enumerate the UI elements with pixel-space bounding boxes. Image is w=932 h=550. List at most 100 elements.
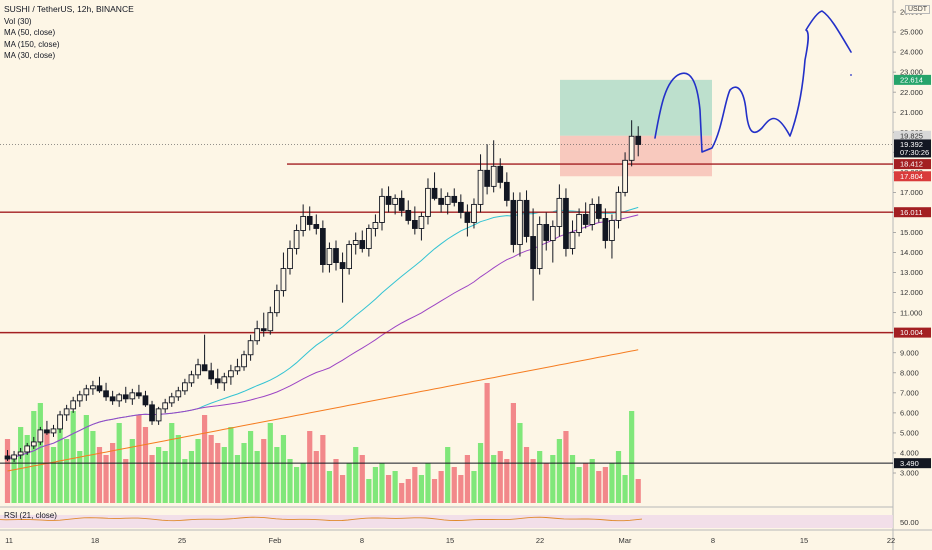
candle[interactable] (241, 350, 247, 371)
level-price-tag[interactable]: 16.011 (894, 207, 931, 218)
candle[interactable] (221, 372, 228, 391)
level-price-tag[interactable]: 3.490 (894, 458, 931, 469)
candle[interactable] (234, 358, 241, 375)
candle[interactable] (4, 449, 11, 461)
candle[interactable] (431, 172, 438, 201)
indicator-ma150-label[interactable]: MA (150, close) (4, 39, 60, 49)
candle[interactable] (372, 214, 379, 237)
candle[interactable] (333, 240, 339, 271)
candle[interactable] (247, 334, 254, 361)
candle[interactable] (582, 202, 589, 229)
candle[interactable] (162, 398, 169, 413)
candle[interactable] (346, 240, 352, 275)
candle[interactable] (411, 206, 418, 235)
candle[interactable] (477, 154, 484, 213)
candle[interactable] (326, 242, 333, 273)
candle[interactable] (622, 152, 628, 197)
candle[interactable] (274, 284, 280, 317)
candle[interactable] (569, 220, 576, 255)
candle[interactable] (366, 224, 372, 257)
candle[interactable] (11, 450, 17, 462)
price-tag[interactable]: 22.614 (894, 74, 931, 85)
candle[interactable] (30, 436, 37, 449)
candle[interactable] (287, 240, 293, 275)
candle[interactable] (83, 384, 90, 401)
candle[interactable] (109, 390, 116, 405)
candle[interactable] (464, 204, 471, 237)
candle[interactable] (293, 224, 300, 255)
candle[interactable] (556, 184, 563, 237)
candle[interactable] (116, 392, 123, 407)
candle[interactable] (254, 320, 261, 345)
rsi-line[interactable] (0, 516, 643, 522)
price-tag[interactable]: 17.804 (894, 171, 931, 182)
candle[interactable] (563, 188, 569, 257)
candle[interactable] (589, 198, 596, 231)
candle[interactable] (510, 192, 517, 253)
candle[interactable] (142, 390, 149, 407)
candle[interactable] (392, 194, 398, 215)
candle[interactable] (418, 212, 425, 241)
candle[interactable] (57, 410, 63, 433)
candle[interactable] (195, 358, 201, 379)
candle[interactable] (182, 378, 188, 395)
candle[interactable] (149, 400, 155, 425)
candle[interactable] (444, 192, 451, 215)
candle[interactable] (90, 380, 96, 395)
symbol-title[interactable]: SUSHI / TetherUS, 12h, BINANCE (4, 4, 134, 14)
currency-unit-label[interactable]: USDT (905, 5, 931, 14)
candle[interactable] (76, 390, 83, 407)
candle[interactable] (313, 214, 320, 235)
level-price-tag[interactable]: 18.412 (894, 159, 931, 170)
candle[interactable] (260, 312, 267, 337)
candle[interactable] (484, 144, 490, 195)
candle[interactable] (155, 406, 162, 425)
candle[interactable] (543, 212, 550, 251)
rsi-label[interactable]: RSI (21, close) (4, 511, 57, 520)
candle[interactable] (70, 396, 77, 413)
candle[interactable] (628, 120, 635, 167)
candle[interactable] (339, 252, 346, 303)
candle[interactable] (503, 172, 510, 207)
candle[interactable] (635, 126, 642, 157)
candle[interactable] (267, 306, 274, 335)
candle[interactable] (122, 386, 129, 403)
candle[interactable] (320, 220, 326, 273)
candle[interactable] (595, 196, 602, 223)
candle[interactable] (497, 158, 504, 189)
candle[interactable] (201, 334, 208, 372)
candle[interactable] (615, 186, 622, 229)
candle[interactable] (208, 362, 215, 385)
candle[interactable] (103, 382, 109, 401)
indicator-ma30-label[interactable]: MA (30, close) (4, 51, 56, 60)
candle[interactable] (129, 388, 136, 405)
candle[interactable] (214, 368, 221, 389)
candle[interactable] (96, 376, 103, 393)
candle[interactable] (609, 214, 615, 259)
candle[interactable] (490, 140, 497, 193)
candle[interactable] (530, 208, 536, 301)
candle[interactable] (438, 188, 444, 213)
candle[interactable] (306, 206, 313, 231)
candle[interactable] (188, 370, 195, 387)
candle[interactable] (523, 190, 530, 243)
indicator-ma50-label[interactable]: MA (50, close) (4, 28, 56, 37)
candle[interactable] (457, 194, 464, 219)
candle[interactable] (602, 208, 609, 249)
candle[interactable] (549, 220, 556, 263)
candle[interactable] (405, 200, 412, 225)
candle[interactable] (379, 188, 385, 231)
candle[interactable] (517, 192, 523, 257)
candle[interactable] (471, 198, 477, 229)
level-price-tag[interactable]: 10.004 (894, 327, 931, 338)
candle[interactable] (136, 384, 142, 399)
candle[interactable] (44, 420, 50, 435)
candle[interactable] (425, 178, 431, 225)
indicator-volume-label[interactable]: Vol (30) (4, 16, 32, 26)
candle[interactable] (385, 186, 392, 213)
candle[interactable] (24, 442, 31, 455)
candle[interactable] (451, 188, 458, 207)
